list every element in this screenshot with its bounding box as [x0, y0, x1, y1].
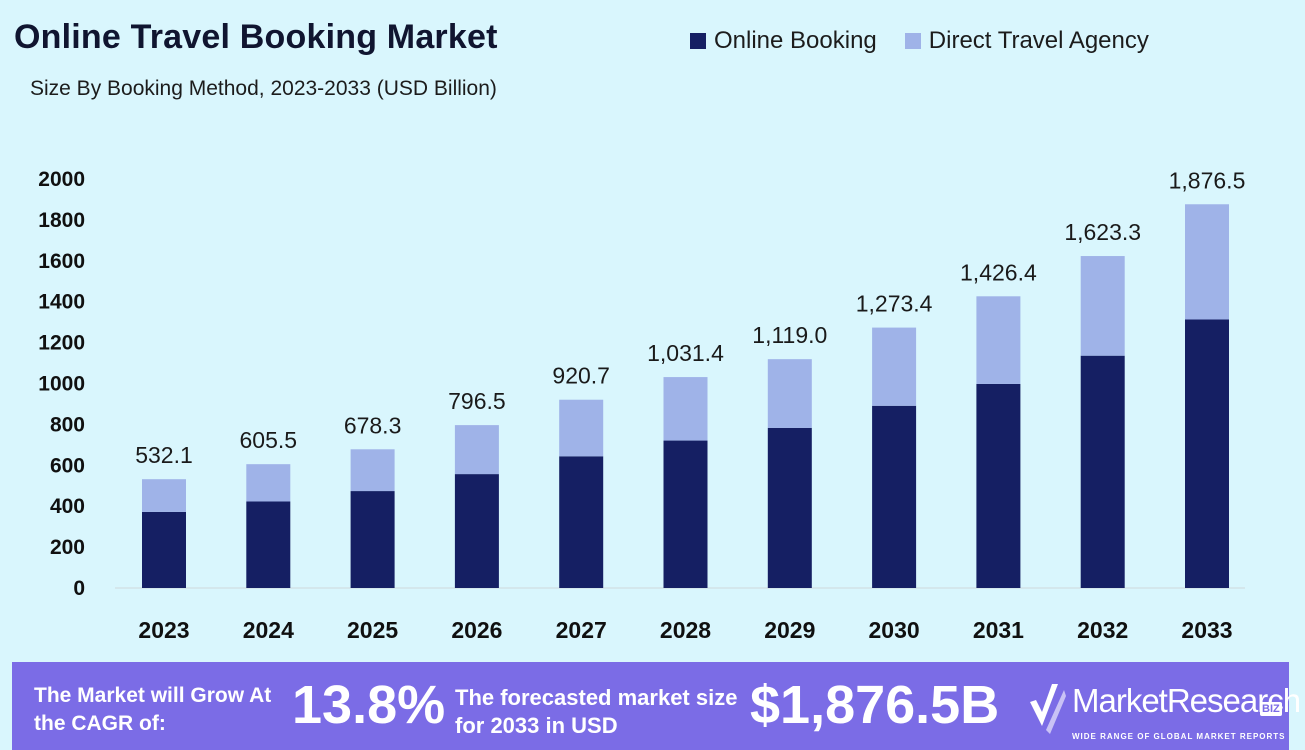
x-tick-label: 2027 — [556, 617, 607, 643]
y-tick-label: 1000 — [38, 373, 85, 396]
y-tick-label: 0 — [73, 577, 85, 600]
bar-direct-travel-agency — [1185, 204, 1229, 320]
forecast-label: The forecasted market size for 2033 in U… — [455, 685, 738, 738]
bar-online-booking — [872, 405, 917, 588]
legend-item-online-booking: Online Booking — [690, 27, 877, 55]
x-tick-label: 2026 — [451, 617, 502, 643]
total-value-label: 1,273.4 — [856, 291, 933, 317]
bar-online-booking — [142, 511, 186, 588]
bar-online-booking — [454, 474, 499, 588]
bars — [142, 204, 1229, 588]
y-tick-label: 800 — [50, 413, 85, 436]
chart-title: Online Travel Booking Market — [14, 18, 498, 56]
total-value-label: 920.7 — [552, 363, 610, 389]
total-value-label: 532.1 — [135, 442, 193, 468]
x-tick-label: 2029 — [764, 617, 815, 643]
bar-online-booking — [1080, 355, 1125, 588]
total-value-label: 605.5 — [240, 427, 298, 453]
bar-direct-travel-agency — [350, 449, 395, 492]
total-value-label: 796.5 — [448, 388, 506, 414]
bar-direct-travel-agency — [559, 399, 604, 457]
bar-online-booking — [246, 501, 291, 588]
x-axis-ticks: 2023 2024 2025 2026 2027 2028 2029 2030 2031 2032… — [138, 617, 1232, 643]
forecast-value: $1,876.5B — [750, 675, 1000, 735]
bar-direct-travel-agency — [872, 327, 917, 406]
bar-online-booking — [1185, 319, 1229, 588]
x-tick-label: 2033 — [1181, 617, 1232, 643]
cagr-value: 13.8% — [292, 675, 446, 735]
legend-item-direct-travel-agency: Direct Travel Agency — [904, 27, 1149, 55]
bar-direct-travel-agency — [976, 296, 1021, 384]
y-tick-label: 1400 — [38, 291, 85, 314]
bar-direct-travel-agency — [454, 425, 499, 475]
total-value-label: 1,031.4 — [647, 340, 724, 366]
total-value-label: 1,623.3 — [1064, 219, 1141, 245]
brand-tagline: WIDE RANGE OF GLOBAL MARKET REPORTS — [1072, 732, 1286, 741]
y-tick-label: 400 — [50, 495, 85, 518]
x-tick-label: 2023 — [138, 617, 189, 643]
y-tick-label: 200 — [50, 536, 85, 559]
legend-label-direct-travel-agency: Direct Travel Agency — [928, 27, 1149, 54]
brand-suffix: BIZ — [1260, 702, 1282, 716]
y-tick-label: 600 — [50, 454, 85, 477]
bar-online-booking — [350, 491, 395, 588]
x-tick-label: 2030 — [869, 617, 920, 643]
bar-direct-travel-agency — [246, 464, 291, 502]
bar-direct-travel-agency — [142, 479, 186, 512]
footer-banner: The Market will Grow At the CAGR of: 13.… — [12, 662, 1301, 750]
bar-direct-travel-agency — [767, 359, 812, 428]
bar-online-booking — [767, 427, 812, 588]
bar-online-booking — [559, 456, 604, 588]
legend-label-online-booking: Online Booking — [714, 27, 877, 54]
total-value-label: 1,119.0 — [752, 322, 827, 348]
y-tick-label: 1600 — [38, 250, 85, 273]
total-value-label: 1,426.4 — [960, 259, 1037, 285]
chart-legend: Online Booking Direct Travel Agency — [690, 27, 1149, 55]
y-tick-label: 2000 — [38, 168, 85, 191]
y-axis-ticks: 0 200 400 600 800 1000 1200 1400 1600 1800 2000 — [38, 168, 85, 600]
market-research-logo-icon — [1030, 684, 1066, 734]
total-value-label: 678.3 — [344, 412, 402, 438]
brand-logo: MarketResearch BIZ WIDE RANGE OF GLOBAL … — [1028, 676, 1301, 746]
x-tick-label: 2032 — [1077, 617, 1128, 643]
bar-chart: 0 200 400 600 800 1000 1200 1400 1600 1800 2000 20… — [38, 167, 1245, 643]
chart-subtitle: Size By Booking Method, 2023-2033 (USD B… — [30, 77, 497, 100]
total-value-label: 1,876.5 — [1169, 167, 1246, 193]
bar-direct-travel-agency — [663, 377, 708, 441]
x-tick-label: 2024 — [243, 617, 294, 643]
y-tick-label: 1200 — [38, 332, 85, 355]
total-labels: 532.1 605.5 678.3 796.5 920.7 1,031.4 1,119.0 1… — [135, 167, 1245, 468]
bar-online-booking — [663, 440, 708, 588]
x-tick-label: 2031 — [973, 617, 1024, 643]
legend-swatch-direct-travel-agency — [904, 33, 921, 49]
x-tick-label: 2025 — [347, 617, 398, 643]
bar-direct-travel-agency — [1080, 256, 1125, 356]
y-tick-label: 1800 — [38, 209, 85, 232]
cagr-label: The Market will Grow At the CAGR of: — [34, 684, 272, 735]
legend-swatch-online-booking — [690, 33, 706, 49]
x-tick-label: 2028 — [660, 617, 711, 643]
bar-online-booking — [976, 383, 1021, 588]
